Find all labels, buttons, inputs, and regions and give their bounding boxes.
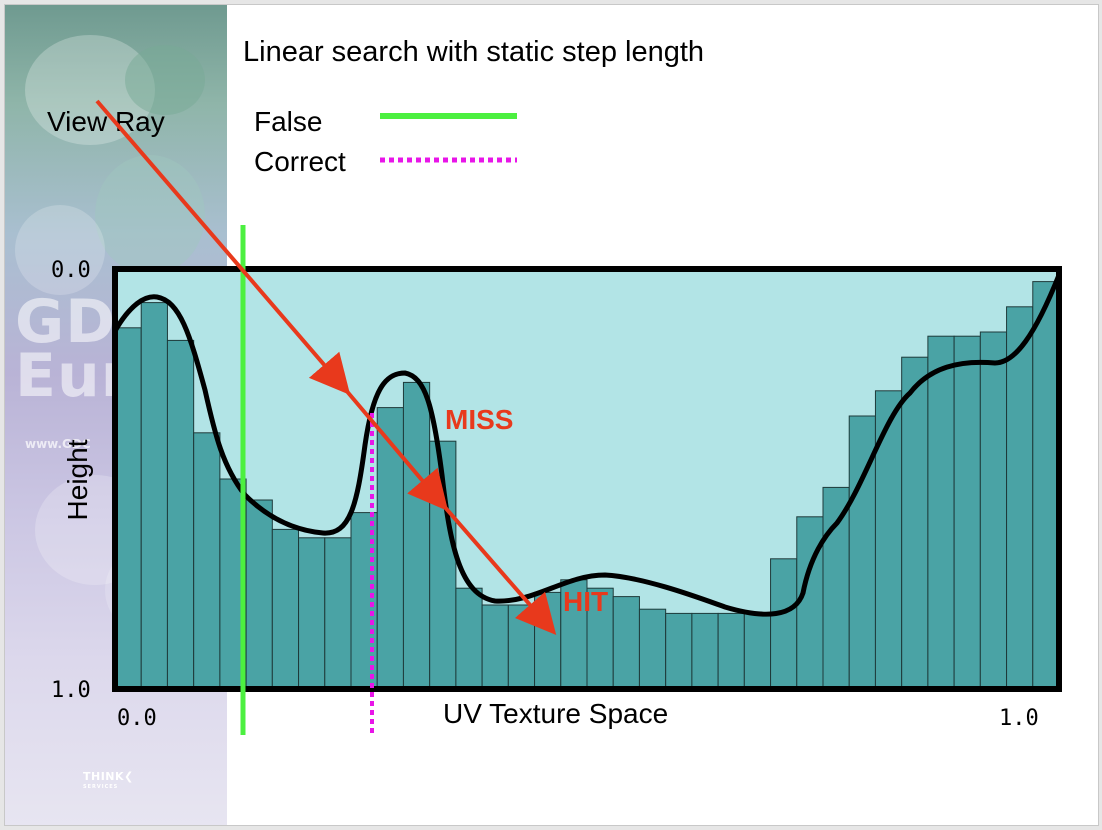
y-axis-label: Height — [62, 439, 93, 520]
x-tick-left: 0.0 — [117, 706, 157, 731]
parallax-diagram: Linear search with static step length Fa… — [47, 36, 1062, 737]
height-bar — [717, 612, 745, 689]
y-tick-top: 0.0 — [51, 258, 91, 283]
footer-logo-text: THINK — [83, 770, 125, 783]
y-tick-bottom: 1.0 — [51, 678, 91, 703]
height-bar — [271, 528, 300, 689]
view-ray-segment-1 — [95, 99, 351, 396]
legend-correct-label: Correct — [254, 146, 346, 177]
height-bar — [402, 381, 431, 689]
height-curve — [112, 274, 1062, 617]
plot-frame — [112, 266, 1062, 692]
height-bar — [324, 537, 352, 689]
height-bar — [193, 432, 221, 689]
decorative-blob — [95, 155, 205, 275]
decorative-blob — [125, 45, 205, 115]
height-bar — [1032, 281, 1059, 689]
height-bar — [140, 302, 168, 689]
height-bar — [166, 339, 195, 689]
height-bar — [245, 499, 273, 689]
legend-false-label: False — [254, 106, 322, 137]
height-bar — [376, 407, 404, 689]
plot-area — [112, 266, 1062, 692]
footer-logo-sub: SERVICES — [83, 784, 119, 790]
height-bar — [665, 612, 693, 689]
height-bar — [874, 390, 903, 689]
slide-title: Linear search with static step length — [243, 36, 704, 68]
height-bar — [455, 587, 483, 689]
footer-logo-chevron-icon: ❮ — [124, 770, 134, 783]
height-bar — [927, 335, 955, 689]
height-bar — [298, 537, 326, 689]
height-bar — [534, 591, 562, 689]
sidebar-url: www.GDC — [25, 437, 91, 451]
height-bar — [743, 612, 772, 689]
height-bar — [822, 486, 850, 689]
decorative-blob — [15, 205, 105, 295]
height-bar — [507, 604, 536, 689]
x-tick-right: 1.0 — [999, 706, 1039, 731]
height-bar — [979, 331, 1008, 689]
legend: False Correct — [254, 106, 517, 177]
footer-logo: THINK❮ SERVICES — [83, 770, 134, 790]
view-ray — [95, 99, 557, 636]
slide: GDC Europe www.GDC THINK❮ SERVICES Linea… — [4, 4, 1099, 826]
height-bar — [1006, 306, 1034, 689]
height-bar — [901, 356, 929, 689]
view-ray-segment-2 — [343, 387, 449, 512]
height-bar — [481, 604, 509, 689]
height-bar — [638, 608, 667, 689]
height-bar — [115, 327, 142, 689]
view-ray-segment-3 — [441, 503, 557, 636]
height-bars — [115, 281, 1059, 689]
miss-label: MISS — [445, 404, 513, 435]
height-bar — [691, 612, 719, 689]
height-bar — [770, 558, 798, 689]
height-bar — [953, 335, 981, 689]
hit-label: HIT — [563, 586, 608, 617]
x-axis-label: UV Texture Space — [443, 698, 668, 729]
height-bar — [612, 596, 640, 689]
